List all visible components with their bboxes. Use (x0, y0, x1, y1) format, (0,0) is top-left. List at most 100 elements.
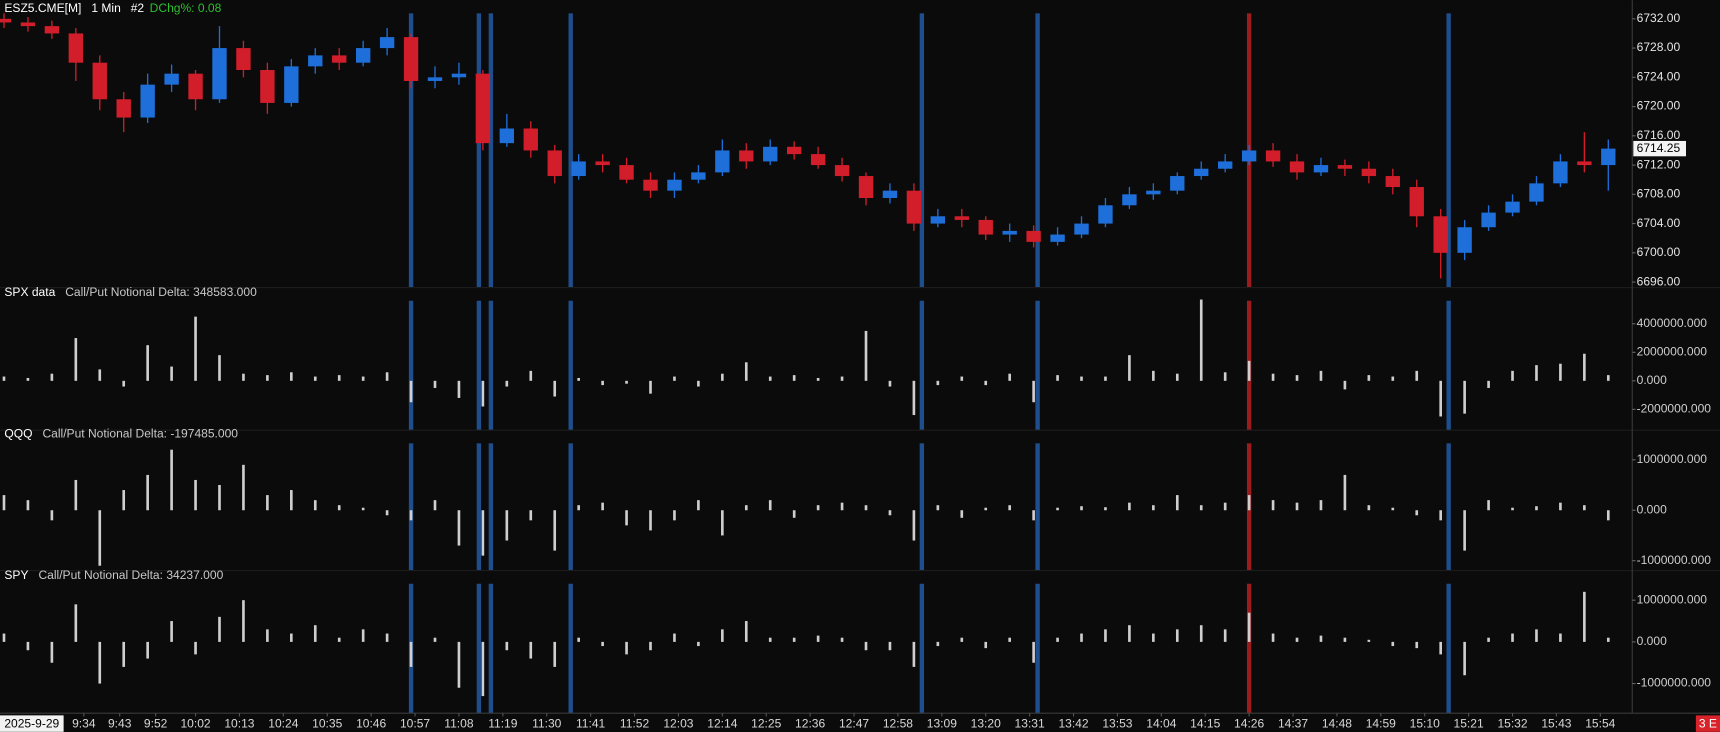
candle-body (1170, 176, 1185, 191)
candle-body (116, 99, 131, 118)
x-tick-label: 14:37 (1278, 716, 1308, 730)
bar (313, 376, 317, 381)
candle-body (786, 146, 802, 155)
bar (170, 366, 173, 381)
y-tick-label: -1000000.000 (1637, 553, 1712, 567)
bar (242, 600, 245, 642)
bar (984, 507, 988, 511)
bar (26, 641, 30, 651)
x-tick-label: 15:43 (1541, 716, 1571, 730)
y-tick-label: 6732.00 (1637, 11, 1681, 25)
bar (792, 510, 796, 518)
candle-body (164, 73, 179, 85)
bar (50, 641, 54, 663)
event-marker (919, 300, 925, 431)
pane-title: SPX data (4, 285, 55, 299)
bar (816, 377, 820, 381)
bar (242, 373, 245, 381)
bar (266, 495, 269, 511)
candle-body (308, 55, 323, 67)
bar (888, 510, 892, 516)
candle-body (763, 146, 778, 162)
event-marker (1035, 443, 1040, 571)
bar (864, 330, 868, 381)
bar (74, 338, 78, 381)
x-tick-label: 10:13 (224, 716, 254, 730)
candle-body (858, 176, 874, 198)
x-tick-label: 9:43 (108, 716, 132, 730)
candle-body (0, 18, 12, 23)
bar (481, 510, 485, 556)
bar (553, 510, 557, 551)
x-tick-label: 12:25 (751, 716, 781, 730)
bar (385, 372, 389, 381)
candle-body (20, 22, 36, 27)
event-marker (488, 300, 494, 431)
bar (1343, 474, 1347, 511)
bar (194, 641, 197, 655)
x-tick-label: 13:42 (1058, 716, 1088, 730)
event-marker (919, 13, 925, 288)
bar (1271, 500, 1275, 511)
bar (1128, 355, 1131, 381)
bar (290, 372, 293, 381)
bar (529, 641, 533, 659)
bar (1104, 629, 1107, 642)
bar (649, 380, 652, 394)
bar (337, 637, 341, 642)
badge-label[interactable]: 3 E (1699, 716, 1717, 730)
bar (1511, 370, 1514, 381)
pane-subtitle: Call/Put Notional Delta: 348583.000 (65, 285, 257, 299)
spx-pane-header: SPX data Call/Put Notional Delta: 348583… (4, 285, 257, 299)
x-tick-label: 12:58 (883, 716, 913, 730)
bar (26, 500, 30, 511)
bar (1391, 376, 1395, 381)
bar (1080, 633, 1083, 642)
candle-body (739, 150, 754, 162)
bar (936, 641, 940, 647)
bar (1271, 633, 1275, 642)
x-tick-label: 11:41 (576, 716, 606, 730)
bar (601, 502, 604, 511)
bar (1152, 370, 1155, 381)
y-tick-label: 6728.00 (1637, 40, 1681, 54)
candle-body (44, 26, 60, 34)
candle-body (547, 150, 562, 177)
bar (146, 474, 149, 511)
candle-body (1074, 223, 1089, 235)
bar (457, 510, 461, 546)
bar (98, 510, 102, 566)
bar (1583, 353, 1586, 381)
candle-body (643, 179, 658, 191)
badge-box[interactable] (1695, 715, 1720, 732)
bar (1199, 505, 1203, 511)
event-marker (1446, 443, 1451, 571)
bar (649, 641, 652, 651)
bar (1152, 505, 1155, 511)
bar (816, 635, 820, 642)
bar (385, 510, 389, 516)
bar (1175, 495, 1179, 511)
bar (1535, 629, 1538, 642)
event-marker (476, 300, 482, 431)
bar (1391, 641, 1395, 647)
event-marker (568, 13, 573, 288)
bar (1223, 502, 1227, 511)
candle-body (1433, 216, 1448, 253)
event-marker (919, 583, 925, 714)
candle-body (930, 216, 946, 224)
x-tick-label: 13:53 (1102, 716, 1132, 730)
x-tick-label: 14:59 (1366, 716, 1396, 730)
bar (1487, 500, 1490, 511)
bar (146, 641, 149, 659)
y-tick-label: 6716.00 (1637, 128, 1681, 142)
bar (1559, 633, 1562, 642)
bar (1367, 375, 1371, 381)
bar (433, 637, 437, 642)
candle-body (212, 48, 227, 100)
event-marker (408, 300, 414, 431)
bar (1319, 370, 1323, 381)
bar (984, 641, 988, 649)
bar (1175, 373, 1179, 381)
bar (649, 510, 652, 531)
